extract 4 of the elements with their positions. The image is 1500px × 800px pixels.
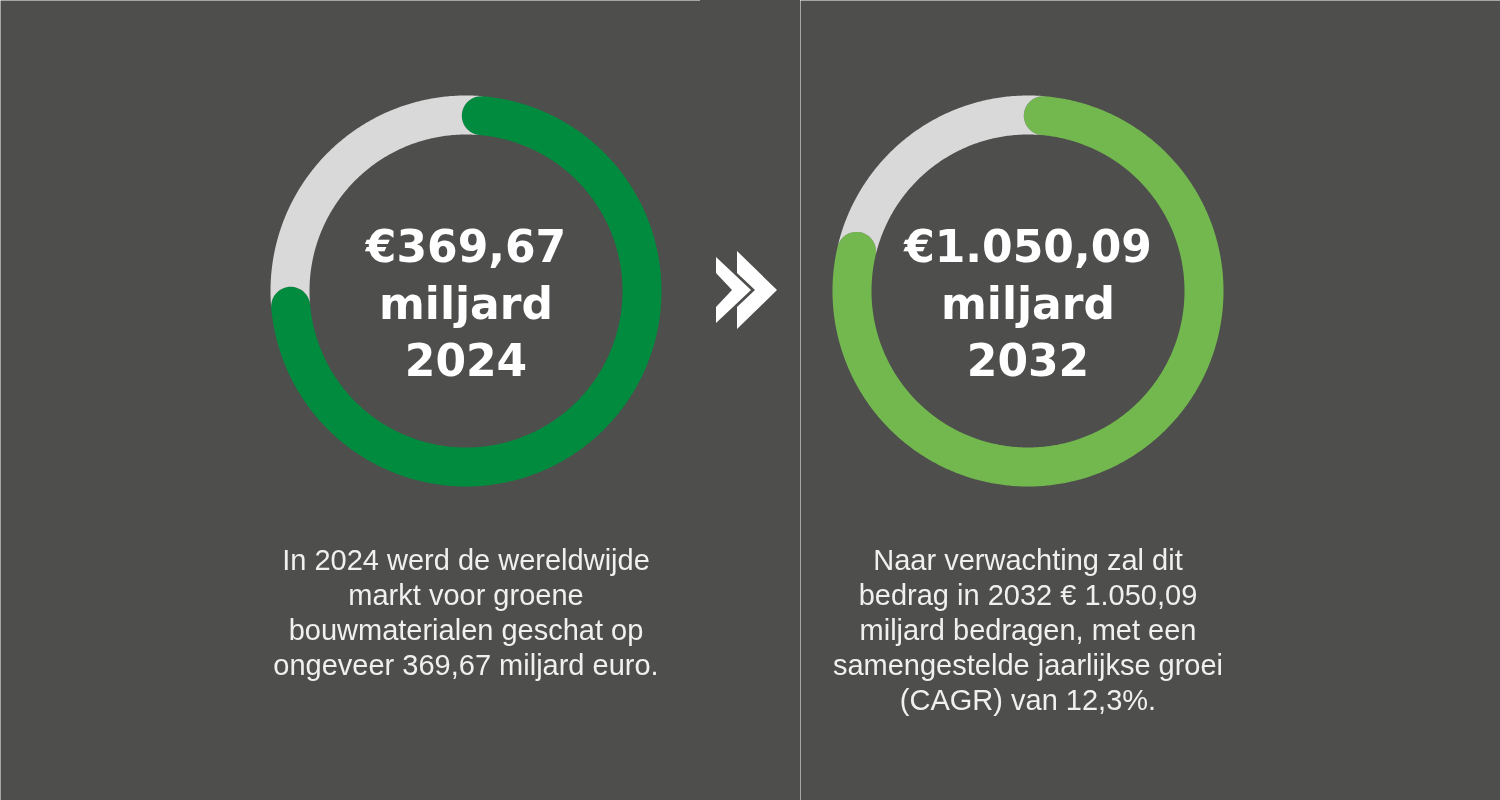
text: €369,67 miljard 2024	[364, 221, 567, 387]
text: In 2024 werd de wereldwijde markt voor groene bouwmaterialen geschat op ongeveer 369,67 miljard euro.	[273, 544, 659, 682]
text: €1.050,09 miljard 2032	[903, 221, 1152, 387]
text: Naar verwachting zal dit bedrag in 2032 € 1.050,09 miljard bedragen, met een samengestelde jaarlijkse groei (CAGR) van 12,3%.	[832, 544, 1224, 717]
